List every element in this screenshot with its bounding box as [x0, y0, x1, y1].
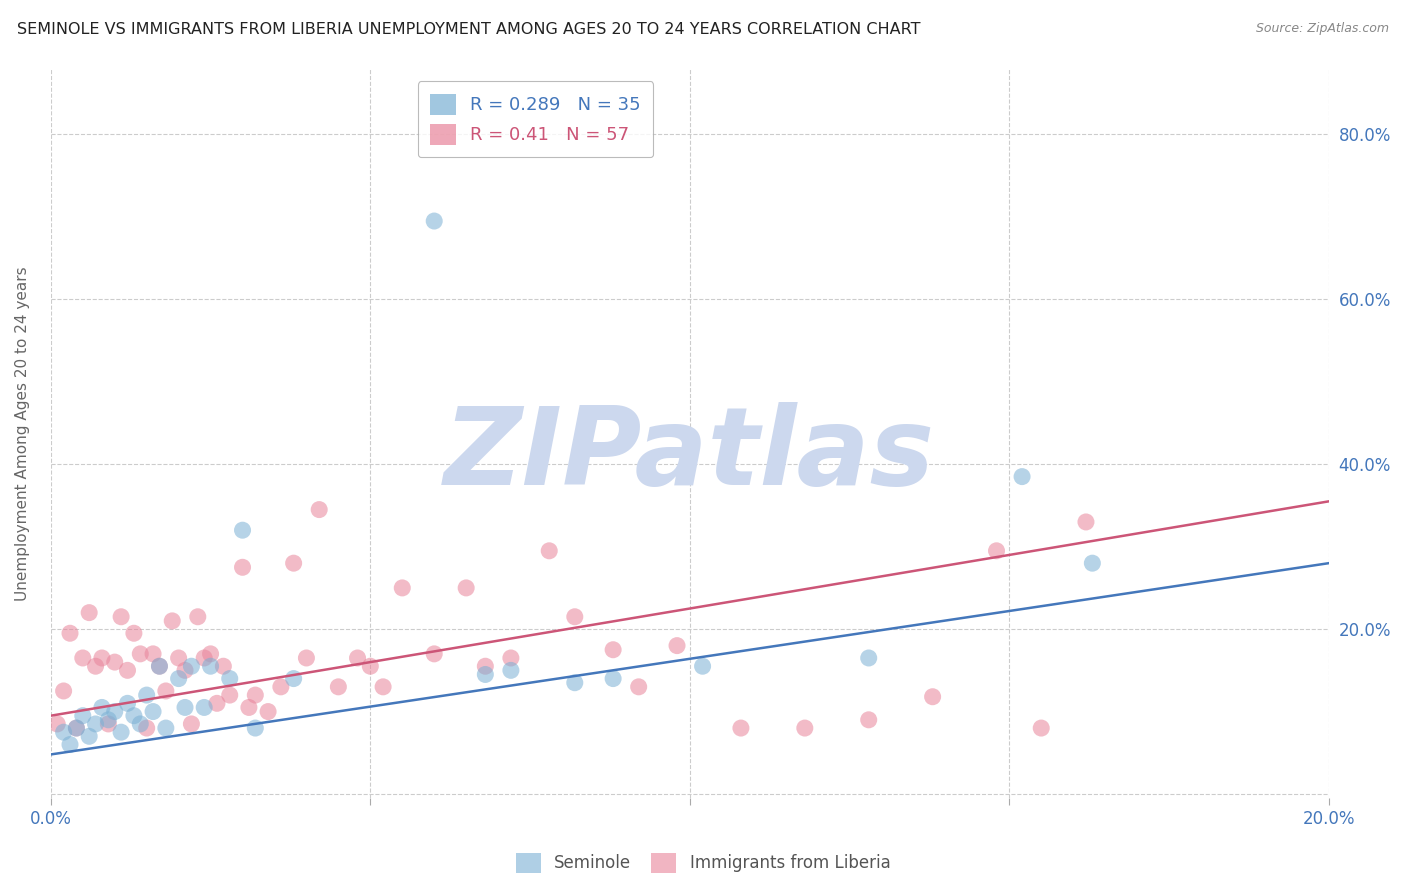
- Point: [391, 581, 413, 595]
- Point: [167, 672, 190, 686]
- Point: [423, 214, 446, 228]
- Point: [52, 684, 75, 698]
- Point: [187, 609, 209, 624]
- Point: [346, 651, 368, 665]
- Point: [142, 705, 165, 719]
- Point: [986, 543, 1008, 558]
- Point: [231, 523, 253, 537]
- Point: [858, 713, 880, 727]
- Point: [77, 606, 100, 620]
- Point: [1081, 556, 1104, 570]
- Point: [205, 696, 228, 710]
- Point: [129, 717, 152, 731]
- Point: [200, 659, 222, 673]
- Point: [142, 647, 165, 661]
- Point: [135, 688, 157, 702]
- Point: [602, 642, 624, 657]
- Point: [730, 721, 752, 735]
- Point: [212, 659, 235, 673]
- Point: [180, 659, 202, 673]
- Point: [72, 708, 94, 723]
- Point: [129, 647, 152, 661]
- Legend: R = 0.289   N = 35, R = 0.41   N = 57: R = 0.289 N = 35, R = 0.41 N = 57: [418, 81, 654, 157]
- Point: [257, 705, 280, 719]
- Point: [65, 721, 87, 735]
- Point: [474, 659, 496, 673]
- Point: [162, 614, 184, 628]
- Point: [793, 721, 815, 735]
- Point: [538, 543, 561, 558]
- Point: [231, 560, 253, 574]
- Point: [59, 626, 82, 640]
- Point: [1011, 469, 1033, 483]
- Point: [174, 664, 197, 678]
- Point: [117, 664, 139, 678]
- Point: [499, 651, 522, 665]
- Point: [921, 690, 943, 704]
- Point: [84, 659, 107, 673]
- Point: [200, 647, 222, 661]
- Point: [283, 672, 305, 686]
- Point: [46, 717, 69, 731]
- Point: [193, 651, 215, 665]
- Text: Source: ZipAtlas.com: Source: ZipAtlas.com: [1256, 22, 1389, 36]
- Point: [135, 721, 157, 735]
- Point: [456, 581, 478, 595]
- Point: [359, 659, 381, 673]
- Point: [117, 696, 139, 710]
- Point: [174, 700, 197, 714]
- Point: [104, 655, 127, 669]
- Point: [270, 680, 292, 694]
- Point: [858, 651, 880, 665]
- Point: [65, 721, 87, 735]
- Point: [84, 717, 107, 731]
- Point: [180, 717, 202, 731]
- Point: [423, 647, 446, 661]
- Y-axis label: Unemployment Among Ages 20 to 24 years: Unemployment Among Ages 20 to 24 years: [15, 266, 30, 600]
- Point: [104, 705, 127, 719]
- Text: SEMINOLE VS IMMIGRANTS FROM LIBERIA UNEMPLOYMENT AMONG AGES 20 TO 24 YEARS CORRE: SEMINOLE VS IMMIGRANTS FROM LIBERIA UNEM…: [17, 22, 921, 37]
- Point: [602, 672, 624, 686]
- Point: [627, 680, 650, 694]
- Point: [692, 659, 714, 673]
- Point: [564, 675, 586, 690]
- Legend: Seminole, Immigrants from Liberia: Seminole, Immigrants from Liberia: [509, 847, 897, 880]
- Point: [328, 680, 350, 694]
- Point: [155, 721, 177, 735]
- Point: [148, 659, 170, 673]
- Point: [308, 502, 330, 516]
- Point: [122, 708, 145, 723]
- Point: [666, 639, 689, 653]
- Point: [97, 713, 120, 727]
- Point: [167, 651, 190, 665]
- Point: [193, 700, 215, 714]
- Point: [1074, 515, 1097, 529]
- Point: [91, 700, 114, 714]
- Point: [59, 738, 82, 752]
- Point: [371, 680, 394, 694]
- Point: [1031, 721, 1053, 735]
- Point: [218, 672, 240, 686]
- Text: ZIPatlas: ZIPatlas: [444, 402, 935, 508]
- Point: [283, 556, 305, 570]
- Point: [499, 664, 522, 678]
- Point: [97, 717, 120, 731]
- Point: [218, 688, 240, 702]
- Point: [155, 684, 177, 698]
- Point: [245, 721, 267, 735]
- Point: [245, 688, 267, 702]
- Point: [77, 729, 100, 743]
- Point: [52, 725, 75, 739]
- Point: [91, 651, 114, 665]
- Point: [72, 651, 94, 665]
- Point: [122, 626, 145, 640]
- Point: [474, 667, 496, 681]
- Point: [148, 659, 170, 673]
- Point: [295, 651, 318, 665]
- Point: [238, 700, 260, 714]
- Point: [564, 609, 586, 624]
- Point: [110, 609, 132, 624]
- Point: [110, 725, 132, 739]
